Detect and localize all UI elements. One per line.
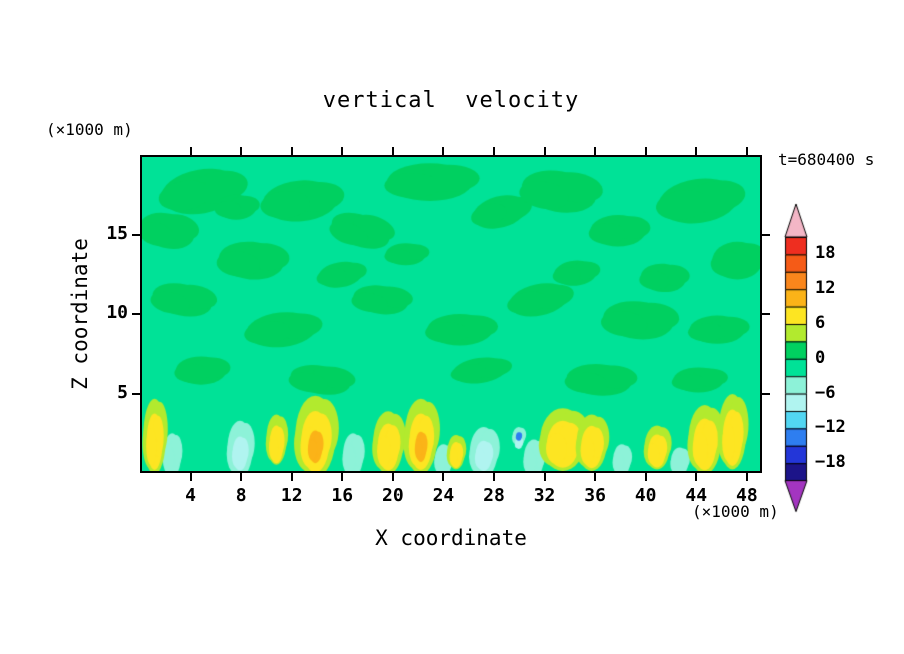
x-tick-label: 32	[533, 485, 556, 506]
x-axis-units-label: (×1000 m)	[692, 502, 779, 521]
z-tick-mark	[132, 392, 140, 395]
z-tick-label: 5	[117, 381, 128, 403]
x-tick-mark-top	[644, 147, 647, 155]
z-tick-mark	[132, 313, 140, 315]
x-tick-label: 28	[483, 485, 505, 506]
colorbar-label: −18	[815, 452, 846, 473]
colorbar-label: −12	[815, 417, 846, 438]
z-tick-mark	[132, 233, 140, 236]
x-tick-mark	[695, 473, 698, 481]
x-tick-label: 44	[685, 485, 708, 506]
x-tick-label: 24	[432, 485, 455, 506]
x-tick-mark-top	[492, 147, 495, 155]
colorbar-label: 18	[815, 243, 836, 264]
contour-field-canvas	[142, 157, 760, 471]
z-tick-mark-right	[762, 233, 770, 236]
timestamp-label: t=680400 s	[778, 150, 875, 169]
plot-area	[140, 155, 762, 473]
chart-title: vertical velocity	[322, 88, 580, 113]
z-tick-mark-right	[762, 392, 770, 395]
x-tick-mark	[644, 473, 647, 481]
x-tick-mark-top	[745, 147, 748, 155]
z-axis-units-label: (×1000 m)	[46, 120, 133, 139]
y-axis-title: Z coordinate	[68, 238, 92, 390]
x-tick-label: 12	[280, 485, 303, 506]
z-tick-mark-right	[762, 313, 770, 315]
x-tick-mark	[543, 473, 546, 481]
x-tick-label: 36	[584, 485, 606, 506]
x-tick-label: 20	[382, 485, 404, 506]
x-tick-mark-top	[240, 147, 243, 155]
colorbar-label: 12	[815, 278, 836, 299]
x-tick-mark-top	[442, 147, 445, 155]
x-tick-mark	[442, 473, 445, 481]
x-tick-label: 40	[634, 485, 657, 506]
x-tick-mark-top	[341, 147, 344, 155]
x-tick-mark	[391, 473, 394, 481]
colorbar-label: 6	[815, 313, 826, 333]
x-tick-mark	[240, 473, 243, 481]
x-tick-label: 16	[331, 485, 354, 506]
x-tick-label: 4	[185, 485, 196, 506]
x-tick-mark	[492, 473, 495, 481]
x-tick-mark	[745, 473, 748, 481]
x-tick-mark	[189, 473, 192, 481]
colorbar	[783, 200, 809, 520]
x-tick-mark-top	[290, 147, 293, 155]
colorbar-label: −6	[815, 382, 836, 403]
x-tick-mark	[290, 473, 293, 481]
x-tick-mark	[341, 473, 344, 481]
x-tick-mark-top	[594, 147, 597, 155]
colorbar-label: 0	[815, 347, 826, 368]
x-tick-mark-top	[189, 147, 192, 155]
z-tick-label: 10	[106, 302, 128, 323]
x-tick-mark	[594, 473, 597, 481]
x-tick-mark-top	[543, 147, 546, 155]
x-tick-label: 8	[235, 485, 247, 506]
x-tick-mark-top	[391, 147, 394, 155]
x-tick-label: 48	[735, 485, 758, 506]
x-axis-title: X coordinate	[375, 526, 527, 550]
z-tick-label: 15	[106, 222, 128, 244]
x-tick-mark-top	[695, 147, 698, 155]
